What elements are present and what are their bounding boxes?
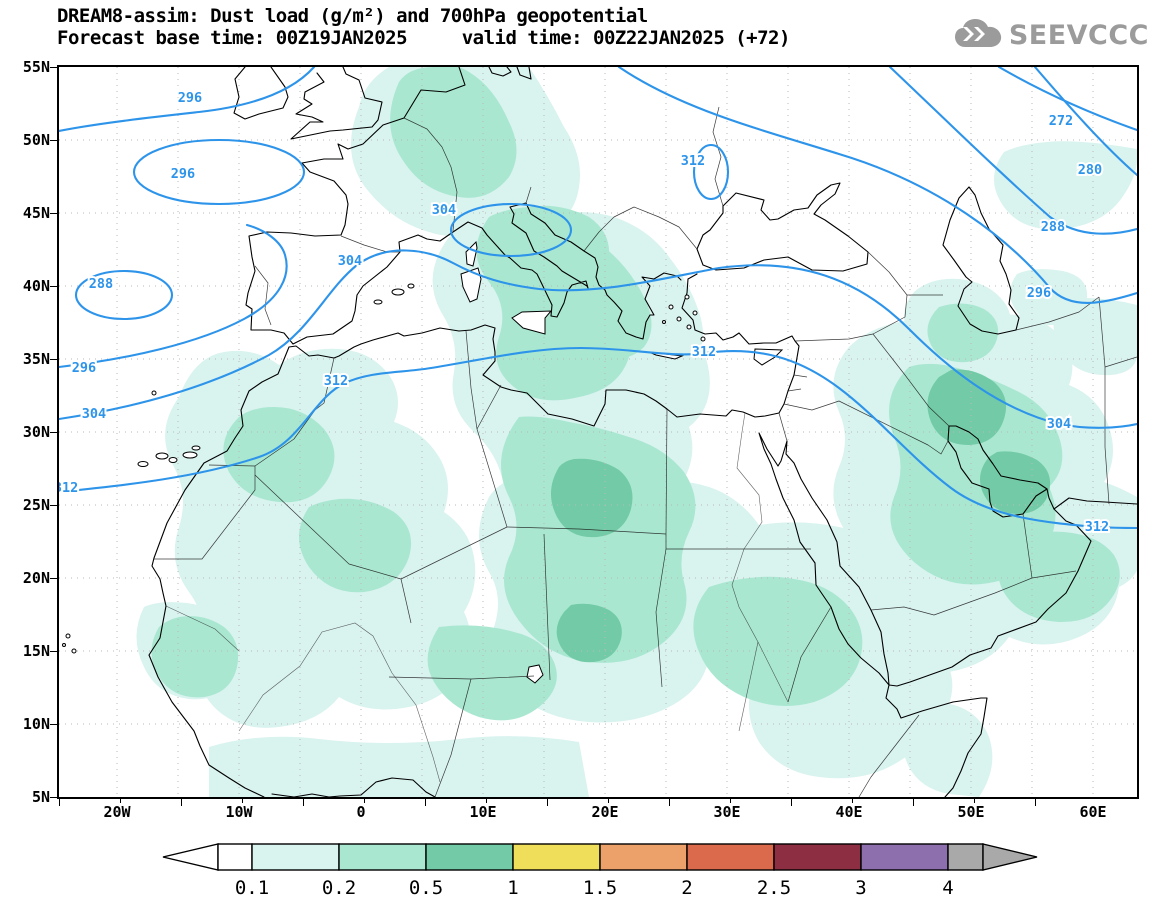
- lon-label: 50E: [939, 803, 1003, 821]
- lat-label: 5N: [0, 788, 50, 806]
- contour-label: 296: [171, 166, 195, 182]
- map-canvas: 296 296 288 296 304 304 304 312 312 312 312 272 280 2…: [59, 67, 1137, 797]
- logo-text: SEEVCCC: [1009, 20, 1149, 51]
- seevccc-logo: SEEVCCC: [954, 18, 1149, 52]
- x-tick: [364, 799, 365, 803]
- x-tick: [425, 799, 426, 806]
- y-tick: [50, 286, 57, 287]
- colorbar-label: 0.5: [409, 877, 443, 899]
- x-tick: [852, 799, 853, 803]
- y-tick: [50, 213, 57, 214]
- colorbar-segment: [426, 844, 513, 870]
- colorbar-label: 0.1: [235, 877, 269, 899]
- contour-label: 312: [59, 480, 78, 496]
- contour-label: 296: [72, 360, 96, 376]
- lat-label: 30N: [0, 423, 50, 441]
- contour-label: 312: [324, 373, 348, 389]
- contour-label: 312: [1085, 519, 1109, 535]
- lat-label: 55N: [0, 58, 50, 76]
- contour-label: 304: [1047, 416, 1071, 432]
- contour-label: 304: [82, 406, 106, 422]
- contour-label: 312: [681, 153, 705, 169]
- colorbar-segment: [513, 844, 600, 870]
- contour-label: 280: [1078, 162, 1102, 178]
- lat-label: 45N: [0, 204, 50, 222]
- dust-load-colorbar: 0.1 0.2 0.5 1 1.5 2 2.5 3 4: [158, 838, 1042, 902]
- x-tick: [486, 799, 487, 803]
- colorbar-right-arrow: [983, 844, 1037, 870]
- contour-label: 304: [338, 253, 362, 269]
- colorbar-segment: [687, 844, 774, 870]
- dust-forecast-chart: { "header": { "title_line1": "DREAM8-ass…: [0, 0, 1165, 907]
- dust-fill-layer: [137, 67, 1138, 797]
- lat-label: 50N: [0, 131, 50, 149]
- lon-label: 20W: [85, 803, 149, 821]
- lon-label: 10E: [451, 803, 515, 821]
- colorbar-label: 2.5: [757, 877, 791, 899]
- x-tick: [608, 799, 609, 803]
- y-tick: [50, 432, 57, 433]
- contour-label: 288: [1041, 219, 1065, 235]
- lon-label: 60E: [1061, 803, 1125, 821]
- lon-label: 30E: [695, 803, 759, 821]
- colorbar-segment: [774, 844, 861, 870]
- colorbar-segment: [600, 844, 687, 870]
- colorbar-label: 0.2: [322, 877, 356, 899]
- cloud-logo-icon: [954, 18, 1002, 52]
- contour-label: 304: [432, 202, 456, 218]
- lat-label: 20N: [0, 569, 50, 587]
- lat-label: 35N: [0, 350, 50, 368]
- lat-label: 15N: [0, 642, 50, 660]
- contour-label: 288: [89, 276, 113, 292]
- x-tick: [120, 799, 121, 803]
- y-tick: [50, 578, 57, 579]
- colorbar-segment: [861, 844, 948, 870]
- colorbar-label: 2: [681, 877, 692, 899]
- map-plot-area: 296 296 288 296 304 304 304 312 312 312 312 272 280 2…: [57, 65, 1139, 799]
- forecast-time-subtitle: Forecast base time: 00Z19JAN2025 valid t…: [57, 27, 790, 49]
- y-tick: [50, 797, 57, 798]
- colorbar-segment: [218, 844, 252, 870]
- colorbar-left-arrow: [163, 844, 218, 870]
- x-tick: [59, 799, 60, 806]
- x-tick: [242, 799, 243, 803]
- lat-label: 10N: [0, 715, 50, 733]
- x-tick: [913, 799, 914, 806]
- lon-label: 40E: [817, 803, 881, 821]
- y-tick: [50, 651, 57, 652]
- y-tick: [50, 724, 57, 725]
- colorbar-segment: [252, 844, 339, 870]
- y-tick: [50, 359, 57, 360]
- x-tick: [791, 799, 792, 806]
- colorbar-label: 4: [942, 877, 953, 899]
- lat-label: 40N: [0, 277, 50, 295]
- x-tick: [974, 799, 975, 803]
- x-tick: [547, 799, 548, 806]
- colorbar-label: 3: [855, 877, 866, 899]
- contour-label: 296: [1027, 285, 1051, 301]
- colorbar-label: 1.5: [583, 877, 617, 899]
- y-tick: [50, 140, 57, 141]
- x-tick: [1035, 799, 1036, 806]
- contour-label: 312: [692, 344, 716, 360]
- x-tick: [730, 799, 731, 803]
- chart-title: DREAM8-assim: Dust load (g/m²) and 700hP…: [57, 5, 648, 27]
- lon-label: 10W: [207, 803, 271, 821]
- x-tick: [669, 799, 670, 806]
- contour-label: 296: [178, 90, 202, 106]
- colorbar-label: 1: [507, 877, 518, 899]
- contour-label: 272: [1049, 113, 1073, 129]
- lat-label: 25N: [0, 496, 50, 514]
- x-tick: [303, 799, 304, 806]
- lon-label: 0: [329, 803, 393, 821]
- y-tick: [50, 67, 57, 68]
- colorbar-segment: [948, 844, 983, 870]
- y-tick: [50, 505, 57, 506]
- lon-label: 20E: [573, 803, 637, 821]
- colorbar-segment: [339, 844, 426, 870]
- x-tick: [181, 799, 182, 806]
